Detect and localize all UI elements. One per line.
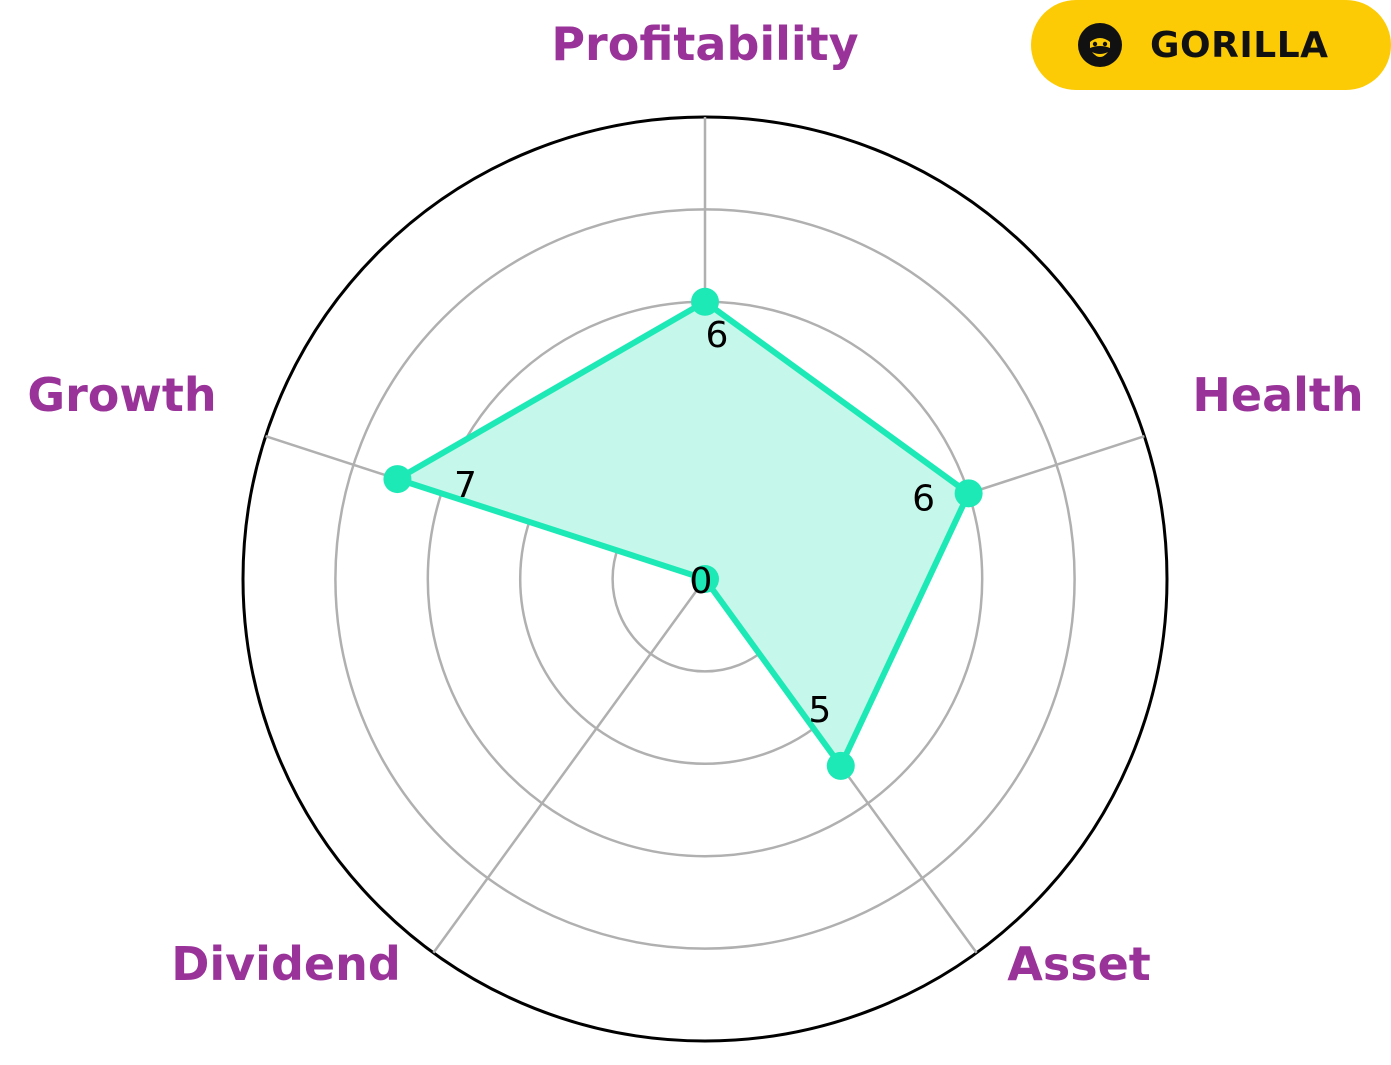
gorilla-icon — [1078, 23, 1122, 67]
radar-labels: 6 6 5 0 7 Profitability Health Asset Dividend Gro… — [27, 17, 1363, 991]
axis-label-health: Health — [1192, 368, 1363, 422]
radar-point-asset — [826, 751, 855, 780]
radar-spoke-dividend — [432, 578, 707, 954]
value-label-asset: 5 — [808, 690, 831, 731]
radar-point-profitability — [691, 287, 719, 316]
brand-name: GORILLA — [1150, 24, 1329, 66]
axis-label-asset: Asset — [1007, 937, 1151, 991]
value-label-dividend: 0 — [690, 561, 713, 602]
axis-label-dividend: Dividend — [171, 937, 401, 991]
brand-badge[interactable]: GORILLA — [1031, 0, 1391, 90]
value-label-health: 6 — [912, 478, 935, 519]
radar-series-area — [390, 298, 973, 772]
radar-series — [383, 287, 983, 780]
value-label-profitability: 6 — [706, 315, 729, 356]
radar-point-growth — [383, 465, 412, 494]
axis-label-profitability: Profitability — [551, 17, 858, 71]
radar-point-dividend — [691, 565, 719, 593]
axis-label-growth: Growth — [27, 368, 216, 422]
radar-point-health — [954, 479, 983, 508]
value-label-growth: 7 — [454, 465, 477, 506]
